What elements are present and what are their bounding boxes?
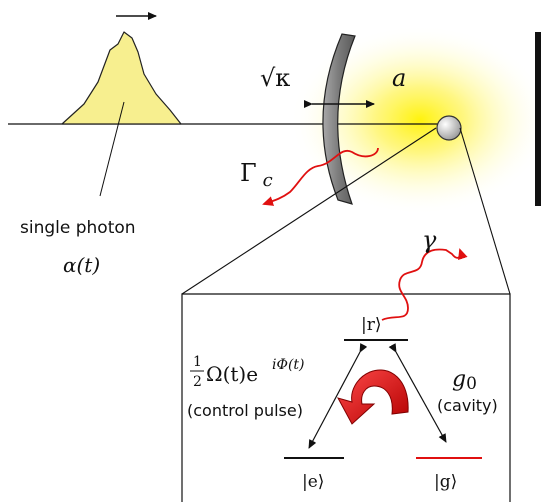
photon-wavepacket xyxy=(61,31,182,125)
control-caption: (control pulse) xyxy=(187,401,303,420)
photon-pointer xyxy=(99,101,125,197)
gamma-label: γ xyxy=(422,226,437,254)
spontaneous-emission-arrow xyxy=(381,248,468,321)
atom xyxy=(436,115,462,141)
cavity-decay-label: Γ c xyxy=(240,159,273,191)
zoom-line-left xyxy=(181,127,437,295)
cavity-mirror xyxy=(322,33,356,205)
state-r-label: |r⟩ xyxy=(361,315,382,335)
control-pulse-label: 1 2 Ω(t)e iΦ(t) xyxy=(190,354,305,390)
cavity-caption: (cavity) xyxy=(437,396,498,415)
photon-envelope-label: α(t) xyxy=(63,253,100,277)
photon-label: single photon xyxy=(20,218,136,238)
cavity-decay-arrow xyxy=(262,147,379,206)
zoom-line-right xyxy=(459,127,511,295)
state-e-label: |e⟩ xyxy=(302,472,324,492)
cavity-glow xyxy=(290,25,541,215)
svg-text:2: 2 xyxy=(193,374,202,390)
transfer-arrow xyxy=(336,369,409,425)
cavity-mode-label: a xyxy=(392,64,406,92)
control-transition-arrow xyxy=(308,343,368,449)
svg-text:iΦ(t): iΦ(t) xyxy=(272,357,305,373)
svg-text:Ω(t)e: Ω(t)e xyxy=(206,362,258,386)
sqrt-kappa-label: √κ xyxy=(260,64,290,92)
cavity-right-mirror xyxy=(535,32,541,206)
zoom-box xyxy=(181,293,511,502)
cavity-transition-arrow xyxy=(388,343,447,443)
state-g-label: |g⟩ xyxy=(434,472,457,492)
coupling-label: g0 xyxy=(452,367,477,394)
svg-text:1: 1 xyxy=(193,354,202,370)
